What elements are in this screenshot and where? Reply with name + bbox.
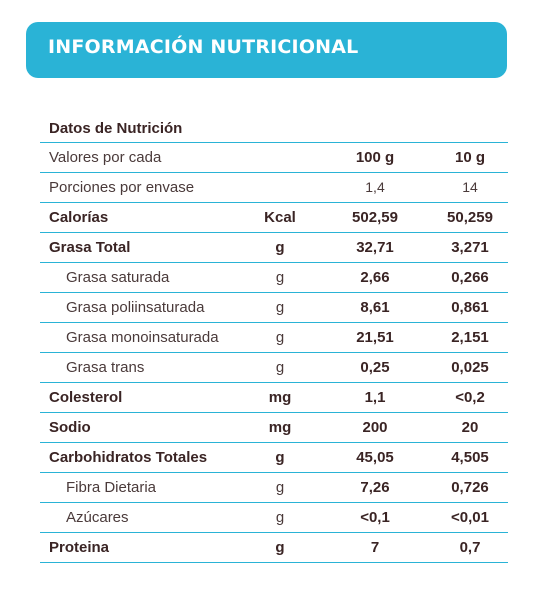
row-value-10g: <0,01 bbox=[451, 509, 489, 526]
table-row-total-carbohydrates: Carbohidratos Totales g 45,05 4,505 bbox=[40, 443, 508, 473]
row-unit: g bbox=[275, 509, 285, 526]
table-header-row: Datos de Nutrición bbox=[40, 114, 508, 143]
row-value-10g: 2,151 bbox=[451, 329, 489, 346]
table-row-saturated-fat: Grasa saturada g 2,66 0,266 bbox=[40, 263, 508, 293]
title-banner: INFORMACIÓN NUTRICIONAL bbox=[26, 22, 507, 78]
table-row-sugars: Azúcares g <0,1 <0,01 bbox=[40, 503, 508, 533]
table-row-polyunsaturated-fat: Grasa poliinsaturada g 8,61 0,861 bbox=[40, 293, 508, 323]
row-value-10g: 4,505 bbox=[451, 449, 489, 466]
row-value-10g: 50,259 bbox=[447, 209, 493, 226]
table-row-serving-size: Valores por cada 100 g 10 g bbox=[40, 143, 508, 173]
row-label: Grasa poliinsaturada bbox=[66, 299, 205, 316]
row-unit: Kcal bbox=[264, 209, 296, 226]
row-unit: g bbox=[275, 329, 285, 346]
table-row-monounsaturated-fat: Grasa monoinsaturada g 21,51 2,151 bbox=[40, 323, 508, 353]
row-value-10g: 0,266 bbox=[451, 269, 489, 286]
table-row-calories: Calorías Kcal 502,59 50,259 bbox=[40, 203, 508, 233]
table-row-protein: Proteina g 7 0,7 bbox=[40, 533, 508, 563]
table-row-trans-fat: Grasa trans g 0,25 0,025 bbox=[40, 353, 508, 383]
row-label: Azúcares bbox=[66, 509, 129, 526]
row-label: Carbohidratos Totales bbox=[49, 449, 208, 466]
table-row-total-fat: Grasa Total g 32,71 3,271 bbox=[40, 233, 508, 263]
row-value-100g: 0,25 bbox=[360, 359, 390, 376]
row-value-10g: 14 bbox=[462, 179, 478, 195]
row-unit bbox=[250, 143, 310, 172]
nutrition-table: Datos de Nutrición Valores por cada 100 … bbox=[40, 114, 508, 563]
row-value-100g: 8,61 bbox=[360, 299, 390, 316]
row-unit: g bbox=[275, 479, 285, 496]
row-value-100g: 502,59 bbox=[352, 209, 398, 226]
row-label: Porciones por envase bbox=[49, 179, 195, 196]
row-label: Fibra Dietaria bbox=[66, 479, 157, 496]
row-value-100g: 45,05 bbox=[356, 449, 394, 466]
row-value-100g: 100 g bbox=[355, 149, 395, 166]
table-row-cholesterol: Colesterol mg 1,1 <0,2 bbox=[40, 383, 508, 413]
row-value-10g: 10 g bbox=[454, 149, 485, 166]
row-label: Sodio bbox=[49, 419, 91, 436]
row-unit: mg bbox=[268, 419, 292, 436]
row-value-100g: 32,71 bbox=[356, 239, 394, 256]
row-value-10g: 20 bbox=[461, 419, 479, 436]
row-label: Proteina bbox=[49, 539, 110, 556]
table-row-sodium: Sodio mg 200 20 bbox=[40, 413, 508, 443]
row-unit: g bbox=[275, 359, 285, 376]
table-row-dietary-fiber: Fibra Dietaria g 7,26 0,726 bbox=[40, 473, 508, 503]
row-value-100g: 7 bbox=[370, 539, 380, 556]
row-value-100g: 200 bbox=[362, 419, 388, 436]
row-value-100g: 1,1 bbox=[364, 389, 386, 406]
row-label: Calorías bbox=[49, 209, 109, 226]
row-value-10g: 0,726 bbox=[451, 479, 489, 496]
row-label: Grasa Total bbox=[49, 239, 131, 256]
row-value-10g: 0,025 bbox=[451, 359, 489, 376]
row-value-100g: <0,1 bbox=[360, 509, 390, 526]
row-unit: mg bbox=[268, 389, 292, 406]
row-unit: g bbox=[275, 239, 285, 256]
row-label: Grasa trans bbox=[66, 359, 145, 376]
row-value-100g: 1,4 bbox=[365, 179, 385, 195]
row-value-100g: 7,26 bbox=[360, 479, 390, 496]
row-label: Colesterol bbox=[49, 389, 123, 406]
row-value-100g: 21,51 bbox=[356, 329, 394, 346]
row-unit: g bbox=[275, 269, 285, 286]
row-label: Valores por cada bbox=[49, 149, 162, 166]
row-unit: g bbox=[275, 449, 285, 466]
row-label: Grasa monoinsaturada bbox=[66, 329, 219, 346]
table-row-servings-per-container: Porciones por envase 1,4 14 bbox=[40, 173, 508, 203]
row-unit: g bbox=[275, 539, 285, 556]
row-value-10g: 0,861 bbox=[451, 299, 489, 316]
table-header-label: Datos de Nutrición bbox=[49, 120, 183, 137]
row-value-10g: <0,2 bbox=[455, 389, 485, 406]
row-value-10g: 3,271 bbox=[451, 239, 489, 256]
page-title: INFORMACIÓN NUTRICIONAL bbox=[48, 36, 359, 58]
row-unit bbox=[250, 173, 310, 202]
row-label: Grasa saturada bbox=[66, 269, 170, 286]
row-value-100g: 2,66 bbox=[360, 269, 390, 286]
row-unit: g bbox=[275, 299, 285, 316]
row-value-10g: 0,7 bbox=[459, 539, 481, 556]
